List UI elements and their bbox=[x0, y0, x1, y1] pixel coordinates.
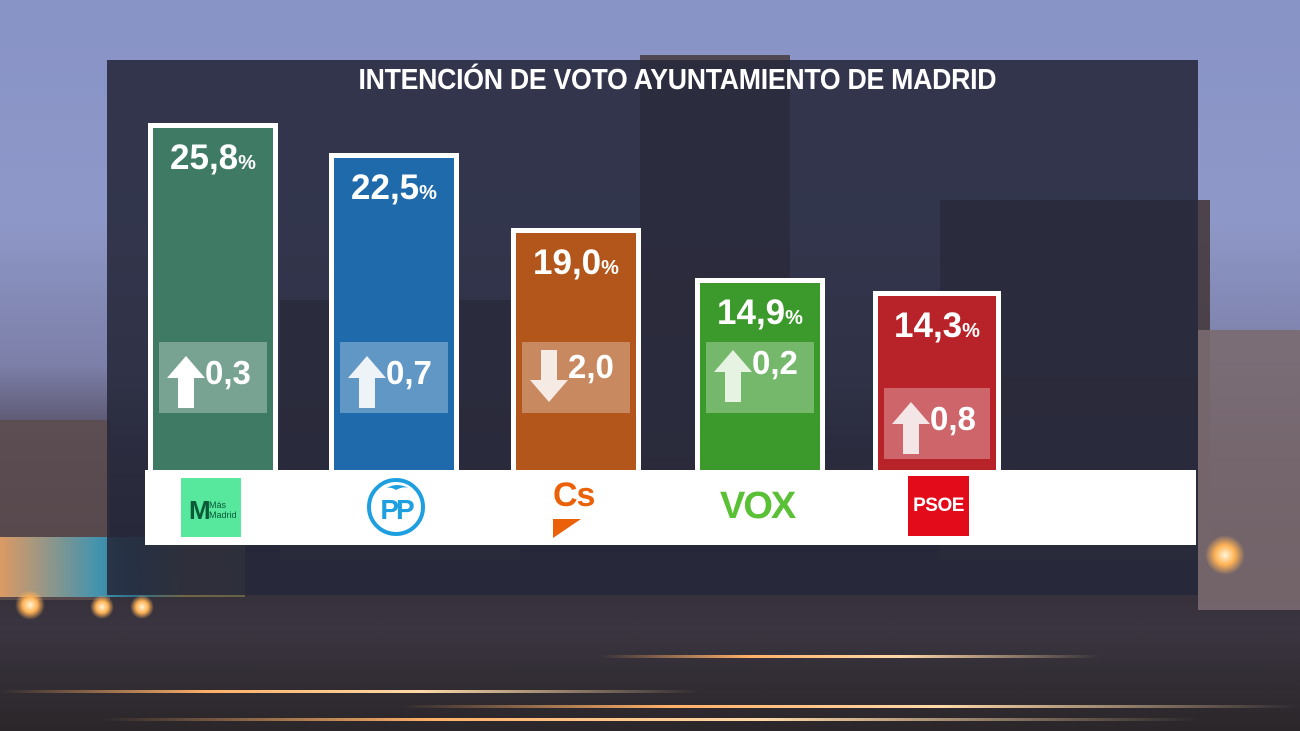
arrow-up-icon bbox=[167, 356, 205, 408]
change-box: 0,8 bbox=[884, 388, 990, 459]
cs-logo: Cs bbox=[553, 476, 609, 538]
logo-mark: M bbox=[189, 495, 211, 525]
arrow-up-icon bbox=[714, 350, 752, 402]
bg-light-streak bbox=[100, 718, 1200, 721]
change-value: 0,7 bbox=[386, 354, 432, 391]
arrow-up-icon bbox=[892, 402, 930, 454]
logo-text: Más Madrid bbox=[209, 500, 237, 520]
change-value: 0,2 bbox=[752, 344, 798, 381]
value-label: 19,0% bbox=[533, 243, 619, 282]
bg-street-light bbox=[15, 590, 45, 620]
value-label: 14,3% bbox=[894, 306, 980, 345]
change-value: 2,0 bbox=[568, 348, 614, 385]
bg-street-light bbox=[130, 595, 154, 619]
psoe-logo: PSOE bbox=[908, 476, 969, 536]
bar-vox: 14,9% 0,2 bbox=[695, 278, 825, 470]
value-label: 14,9% bbox=[717, 293, 803, 332]
value-label: 22,5% bbox=[351, 168, 437, 207]
change-box: 0,2 bbox=[706, 342, 814, 413]
pp-logo: PP bbox=[367, 478, 425, 536]
bar-cs: 19,0% 2,0 bbox=[511, 228, 641, 470]
value-label: 25,8% bbox=[170, 138, 256, 177]
arrow-up-icon bbox=[348, 356, 386, 408]
bg-light-streak bbox=[400, 705, 1300, 708]
change-box: 0,3 bbox=[159, 342, 267, 413]
change-box: 0,7 bbox=[340, 342, 448, 413]
bg-light-streak bbox=[600, 655, 1100, 658]
change-value: 0,3 bbox=[205, 354, 251, 391]
bg-street-light bbox=[1205, 535, 1245, 575]
bar-psoe: 14,3% 0,8 bbox=[873, 291, 1001, 470]
logo-band bbox=[145, 470, 1196, 545]
logo-text: Cs bbox=[553, 476, 595, 514]
pp-logo-text: PP bbox=[380, 494, 414, 525]
change-value: 0,8 bbox=[930, 400, 976, 437]
chart-title: INTENCIÓN DE VOTO AYUNTAMIENTO DE MADRID bbox=[358, 64, 997, 96]
vox-logo: VOX bbox=[720, 485, 796, 527]
arrow-down-icon bbox=[530, 350, 568, 402]
bar-mas-madrid: 25,8% 0,3 bbox=[148, 123, 278, 470]
change-box: 2,0 bbox=[522, 342, 630, 413]
bg-street-light bbox=[90, 595, 114, 619]
bg-light-streak bbox=[0, 690, 700, 693]
mas-madrid-logo: M Más Madrid bbox=[181, 478, 241, 537]
bar-pp: 22,5% 0,7 bbox=[329, 153, 459, 470]
cs-triangle-icon bbox=[553, 519, 581, 538]
